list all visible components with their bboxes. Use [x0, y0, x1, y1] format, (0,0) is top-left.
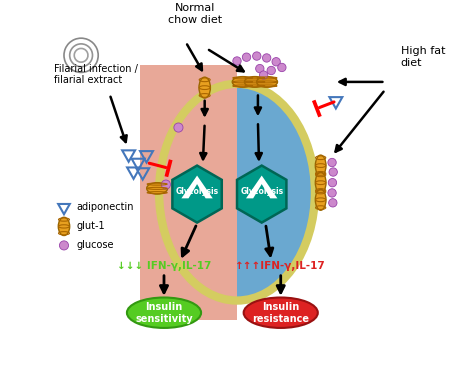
Circle shape [267, 66, 275, 75]
Circle shape [161, 180, 171, 189]
Ellipse shape [245, 77, 265, 87]
Text: Normal
chow diet: Normal chow diet [168, 3, 222, 25]
Text: ↑↑↑IFN-γ,IL-17: ↑↑↑IFN-γ,IL-17 [236, 261, 326, 271]
Text: Glycolysis: Glycolysis [240, 187, 283, 196]
Ellipse shape [315, 155, 326, 176]
Ellipse shape [232, 77, 253, 87]
Circle shape [59, 241, 69, 250]
Text: glut-1: glut-1 [76, 221, 105, 231]
Text: Glycolysis: Glycolysis [175, 187, 219, 196]
Circle shape [328, 158, 336, 167]
Ellipse shape [127, 298, 201, 328]
Ellipse shape [159, 84, 315, 301]
Ellipse shape [315, 189, 326, 210]
Circle shape [328, 178, 337, 187]
Circle shape [329, 168, 337, 176]
Polygon shape [173, 165, 222, 223]
Text: ↓↓↓ IFN-γ,IL-17: ↓↓↓ IFN-γ,IL-17 [117, 261, 211, 271]
Polygon shape [237, 165, 286, 223]
Circle shape [259, 71, 268, 79]
Polygon shape [246, 175, 277, 198]
Circle shape [174, 123, 183, 132]
Ellipse shape [58, 217, 70, 236]
Ellipse shape [256, 77, 277, 87]
Bar [140, 65, 237, 319]
Circle shape [278, 63, 286, 72]
Ellipse shape [159, 84, 315, 301]
Text: High fat
diet: High fat diet [401, 46, 445, 68]
Circle shape [242, 53, 251, 61]
Text: Insulin
sensitivity: Insulin sensitivity [135, 302, 193, 324]
Circle shape [255, 64, 264, 73]
Polygon shape [182, 175, 213, 198]
Ellipse shape [315, 172, 326, 193]
Circle shape [272, 57, 280, 66]
Ellipse shape [199, 77, 210, 98]
Circle shape [263, 54, 271, 62]
Text: glucose: glucose [76, 241, 114, 250]
Circle shape [328, 199, 337, 207]
Text: adiponectin: adiponectin [76, 202, 134, 213]
Circle shape [253, 52, 261, 60]
Text: Insulin
resistance: Insulin resistance [252, 302, 309, 324]
Text: Filarial infection /
filarial extract: Filarial infection / filarial extract [55, 64, 138, 85]
Circle shape [328, 189, 336, 197]
Ellipse shape [244, 298, 318, 328]
Circle shape [233, 57, 241, 65]
Ellipse shape [146, 183, 168, 194]
